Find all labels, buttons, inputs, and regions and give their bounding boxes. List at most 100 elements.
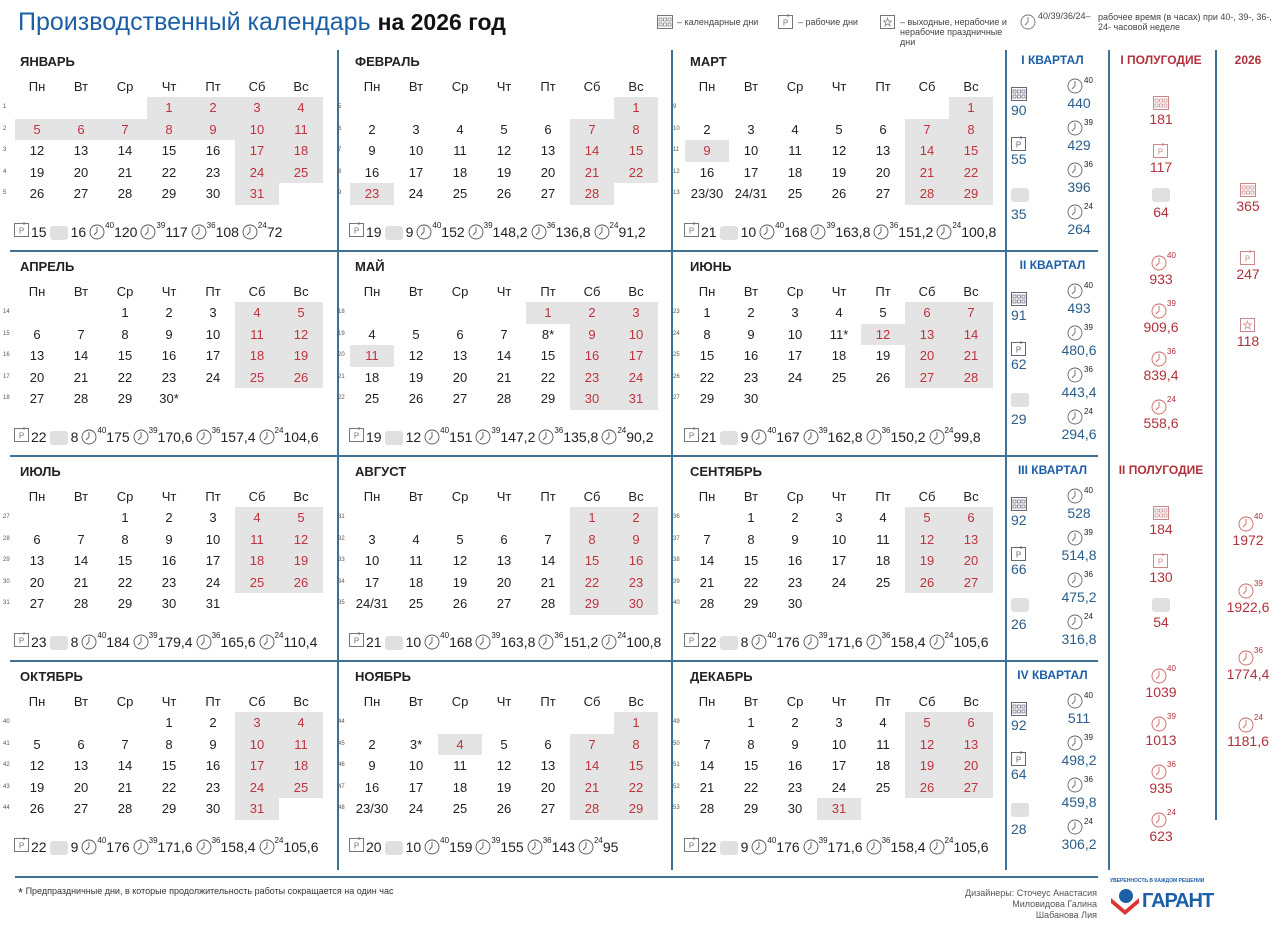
day-cell-off: 22 [614,161,658,183]
clock-icon [81,429,97,445]
weekday-header: Вс [628,489,644,504]
hour-norm-label: 40 [97,836,107,845]
weekday-header: Пн [698,79,716,94]
cal-icon [1153,95,1169,115]
clock-icon [1020,14,1036,35]
day-cell-off: 17 [235,755,279,777]
weekday-header: Ср [451,694,469,709]
hour-norm-label: 40 [105,221,115,230]
quarter-calendar-days: 91 [1011,307,1027,323]
day-cell: 12 [29,758,45,773]
day-cell: 24 [831,779,847,795]
day-cell-off: 12 [279,528,323,550]
year-title: 2026 [1234,53,1262,67]
day-cell-off: 4 [438,733,482,755]
day-cell: 9 [368,143,376,158]
day-cell-off: 18 [235,345,279,367]
workday-icon: P [349,632,364,650]
weekday-header: Пт [875,79,891,94]
clock-icon [594,224,610,240]
day-cell-off: 4 [235,302,279,324]
day-cell-off: 26 [905,776,949,798]
day-cell-off: 4 [279,97,323,119]
day-cell: 27 [73,801,89,816]
work-days-count: 21 [701,224,717,240]
day-cell: 12 [29,143,45,158]
hours-total: 1039 [1145,684,1177,700]
day-cell: 5 [412,326,420,342]
hours-total: 933 [1149,271,1173,287]
row-divider [10,250,1098,252]
day-cell: 28 [73,391,89,406]
weekday-header: Сб [248,79,266,94]
weekday-header: Чт [496,489,512,504]
day-cell-off: 12 [861,323,905,345]
clock-icon [133,839,149,855]
hours-39: 171,6 [157,839,193,855]
svg-text:P: P [1245,255,1250,264]
hours-36: 151,2 [898,224,934,240]
clock-icon [1067,162,1083,183]
hours-36: 158,4 [890,839,926,855]
clock-icon [810,224,826,240]
day-cell-off: 12 [279,323,323,345]
month-9: СЕНТЯБРЬ Пн Вт Ср Чт Пт Сб Вс 36 1 2 3 4 5 6 37 7 8 9 10 11 1… [670,460,1005,660]
off-days-swatch [1152,188,1170,202]
day-cell: 15 [540,348,556,363]
day-cell [482,507,526,529]
weekday-header: Ср [451,489,469,504]
day-cell-off: 31 [614,388,658,410]
hours-24: 95 [602,839,619,855]
week-number: 5 [3,190,7,196]
day-cell-off: 12 [905,733,949,755]
day-cell: 3 [791,305,799,320]
day-cell: 11 [453,143,467,158]
month-name: СЕНТЯБРЬ [690,464,762,479]
day-cell-off: 8 [614,118,658,140]
hour-norm-label: 40 [440,631,450,640]
day-cell: 16 [364,164,380,180]
day-cell-off: 1 [949,97,993,119]
weekday-header: Вт [408,79,424,94]
day-cell: 6 [500,531,508,547]
day-cell-off: 14 [570,755,614,777]
day-cell: 14 [73,348,89,363]
day-cell: 10 [205,326,221,342]
clock-icon [1067,819,1083,840]
day-cell [279,798,323,820]
day-cell: 23 [787,574,803,590]
day-cell: 2 [703,121,711,137]
day-cell: 17 [364,574,380,590]
hour-norm-label: 39 [491,426,501,435]
month-stats: P 22 8 40 175 39 170,6 36 157,4 24 104,6 [14,421,322,445]
quarter-work-days: 62 [1011,356,1027,372]
weekday-header: Пт [875,284,891,299]
clock-icon [140,224,156,240]
clock-icon [803,839,819,855]
weekday-header: Чт [831,79,847,94]
hour-norm-label: 24 [1167,808,1176,817]
clock-icon [873,224,889,240]
day-cell [350,712,394,734]
week-number: 25 [673,352,680,358]
day-cell: 18 [408,574,424,590]
off-days-total: 118 [1236,333,1260,349]
day-cell: 6 [33,531,41,547]
day-cell: 4 [368,326,376,342]
hour-norm-label: 36 [546,221,556,230]
day-cell-off: 26 [279,366,323,388]
day-cell [526,507,570,529]
quarter-hours-36: 459,8 [1061,794,1097,810]
svg-text:P: P [783,19,788,28]
workday-icon: P [14,222,29,240]
day-cell: 24 [408,186,424,201]
star-icon [1240,317,1255,337]
weekday-header: Вт [743,284,759,299]
day-cell-off: 30 [614,593,658,615]
clock-icon [424,839,440,855]
month-name: ОКТЯБРЬ [20,669,83,684]
workday-icon: P [1011,136,1026,156]
day-cell: 12 [496,758,512,773]
day-cell: 16 [787,758,803,773]
day-cell: 29 [743,596,759,611]
